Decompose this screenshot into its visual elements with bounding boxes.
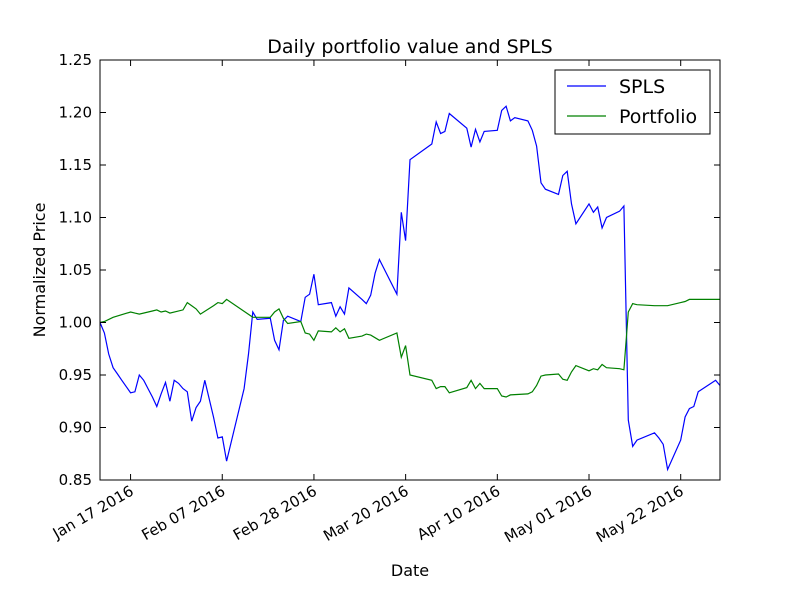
chart-title: Daily portfolio value and SPLS [267, 36, 552, 58]
y-tick-label: 0.95 [59, 366, 92, 384]
series-line-spls [99, 105, 721, 472]
y-tick-label: 1.25 [59, 51, 92, 69]
legend-label-spls: SPLS [619, 76, 665, 98]
y-tick-label: 1.20 [59, 104, 92, 122]
series-line-portfolio [99, 298, 720, 398]
legend-frame [554, 69, 711, 135]
y-tick-label: 1.00 [59, 314, 92, 332]
y-axis-label: Normalized Price [30, 203, 49, 338]
y-tick-label: 1.10 [59, 209, 92, 227]
y-tick-label: 1.15 [59, 156, 92, 174]
plot-area [99, 105, 721, 472]
legend-label-portfolio: Portfolio [619, 106, 697, 128]
y-tick-label: 0.90 [59, 419, 92, 437]
y-tick-label: 1.05 [59, 261, 92, 279]
x-axis-label: Date [391, 561, 429, 580]
y-tick-label: 0.85 [59, 471, 92, 489]
y-axis: 0.85 0.90 0.95 1.00 1.05 1.10 1.15 1.20 1.25 [59, 51, 720, 489]
legend: SPLS Portfolio [554, 69, 711, 135]
plot-frame [99, 59, 721, 481]
